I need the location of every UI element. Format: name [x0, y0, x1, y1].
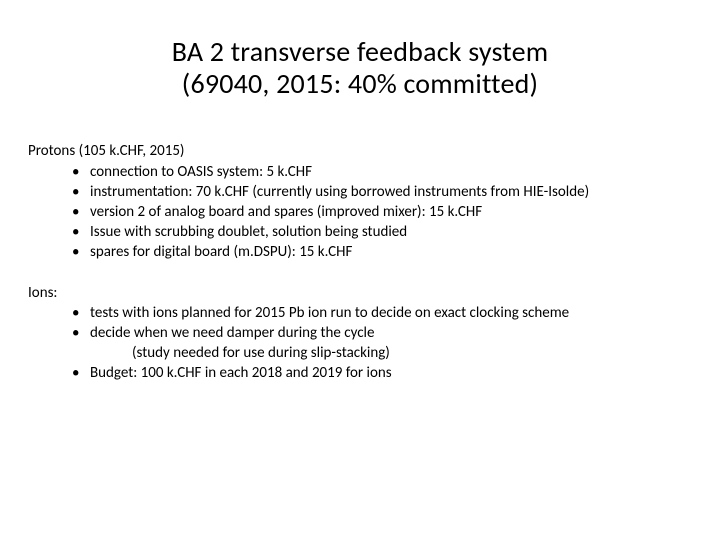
list-item: Budget: 100 k.CHF in each 2018 and 2019 … — [72, 364, 692, 383]
ions-heading: Ions: — [28, 284, 692, 303]
slide: BA 2 transverse feedback system (69040, … — [0, 0, 720, 540]
list-item: Issue with scrubbing doublet, solution b… — [72, 223, 692, 242]
title-line-1: BA 2 transverse feedback system — [0, 36, 720, 68]
ions-bullets-2: Budget: 100 k.CHF in each 2018 and 2019 … — [28, 364, 692, 383]
spacer — [28, 264, 692, 284]
body: Protons (105 k.CHF, 2015) connection to … — [0, 124, 720, 383]
protons-bullets: connection to OASIS system: 5 k.CHF inst… — [28, 163, 692, 263]
list-item: version 2 of analog board and spares (im… — [72, 203, 692, 222]
list-item: instrumentation: 70 k.CHF (currently usi… — [72, 183, 692, 202]
ions-bullets: tests with ions planned for 2015 Pb ion … — [28, 304, 692, 343]
title-block: BA 2 transverse feedback system (69040, … — [0, 0, 720, 124]
ions-subline: (study needed for use during slip-stacki… — [28, 344, 692, 363]
list-item: spares for digital board (m.DSPU): 15 k.… — [72, 243, 692, 262]
list-item: tests with ions planned for 2015 Pb ion … — [72, 304, 692, 323]
title-line-2: (69040, 2015: 40% committed) — [0, 68, 720, 100]
list-item: decide when we need damper during the cy… — [72, 324, 692, 343]
protons-heading: Protons (105 k.CHF, 2015) — [28, 142, 692, 161]
list-item: connection to OASIS system: 5 k.CHF — [72, 163, 692, 182]
